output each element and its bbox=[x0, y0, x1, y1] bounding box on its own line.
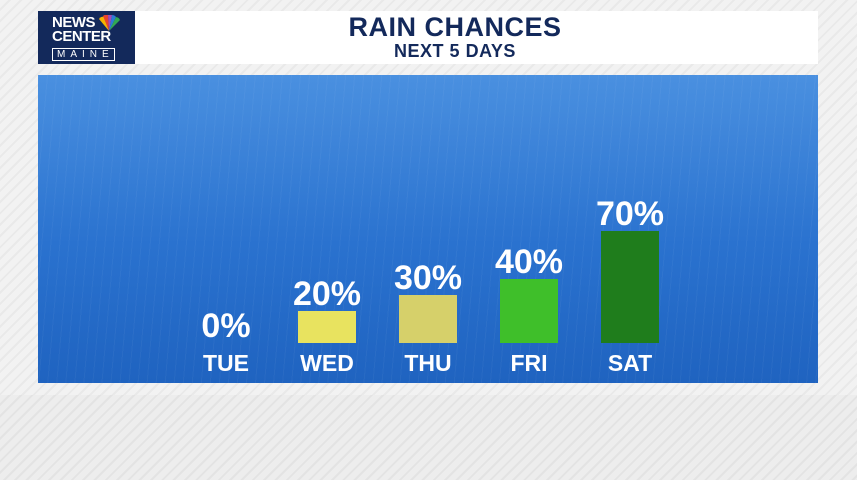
station-logo: NEWS CENTER MAINE bbox=[38, 11, 135, 64]
bottom-strip bbox=[0, 395, 857, 480]
chart-title: RAIN CHANCES bbox=[348, 12, 562, 42]
day-label-tue: TUE bbox=[203, 350, 249, 376]
value-label-wed: 20% bbox=[293, 275, 361, 313]
value-label-fri: 40% bbox=[495, 243, 563, 281]
value-label-sat: 70% bbox=[596, 195, 664, 233]
bar-wed bbox=[298, 311, 356, 343]
bar-thu bbox=[399, 295, 457, 343]
chart-subtitle: NEXT 5 DAYS bbox=[394, 41, 516, 61]
day-label-thu: THU bbox=[404, 350, 451, 376]
day-label-sat: SAT bbox=[608, 350, 652, 376]
day-label-fri: FRI bbox=[510, 350, 547, 376]
value-label-tue: 0% bbox=[201, 307, 250, 345]
logo-line-news: NEWS bbox=[52, 14, 96, 31]
logo-line-maine: MAINE bbox=[52, 48, 115, 61]
bar-sat bbox=[601, 231, 659, 343]
peacock-icon bbox=[99, 15, 120, 31]
bar-fri bbox=[500, 279, 558, 343]
value-label-thu: 30% bbox=[394, 259, 462, 297]
header-bar bbox=[38, 11, 818, 64]
logo-line-center: CENTER bbox=[52, 28, 111, 45]
rain-chance-chart: 0% TUE 20% WED 30% THU 40% FRI 70% SAT bbox=[201, 195, 664, 376]
day-label-wed: WED bbox=[300, 350, 354, 376]
